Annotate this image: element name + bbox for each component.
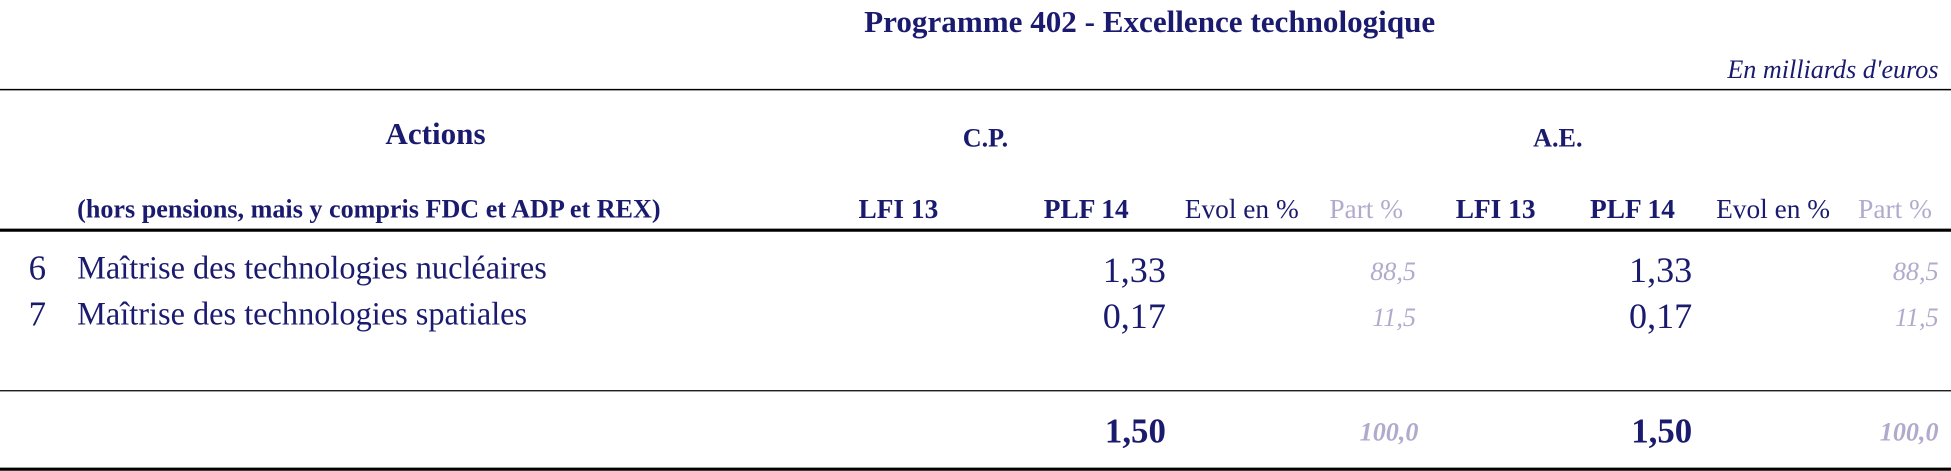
col-header: C.P. <box>963 124 1008 153</box>
cell: 11,5 <box>1895 303 1939 332</box>
sub-header: PLF 14 <box>1044 194 1129 224</box>
row-number: 6 <box>29 248 46 287</box>
col-header: Actions <box>385 116 485 151</box>
col-note: (hors pensions, mais y compris FDC et AD… <box>77 195 660 224</box>
row-label: Maîtrise des technologies nucléaires <box>77 250 547 286</box>
table-body: 6 Maîtrise des technologies nucléaires 1,3… <box>29 248 1939 336</box>
total-cell: 1,50 <box>1105 411 1166 450</box>
sub-header: PLF 14 <box>1590 194 1675 224</box>
row-number: 7 <box>29 294 46 333</box>
cell: 0,17 <box>1103 296 1166 336</box>
sub-header: Evol en % <box>1185 194 1299 224</box>
total-cell: 100,0 <box>1880 417 1939 446</box>
cell: 1,33 <box>1103 250 1166 290</box>
cell: 88,5 <box>1893 257 1939 286</box>
sub-header: LFI 13 <box>858 194 938 224</box>
sub-header: LFI 13 <box>1456 194 1536 224</box>
total-cell: 1,50 <box>1631 411 1692 450</box>
col-header: A.E. <box>1533 124 1582 153</box>
sub-header: Part % <box>1329 194 1403 224</box>
sub-header: Evol en % <box>1716 194 1830 224</box>
unit: En milliards d'euros <box>1726 55 1938 84</box>
cell: 1,33 <box>1629 250 1692 290</box>
cell: 88,5 <box>1370 257 1416 286</box>
row-label: Maîtrise des technologies spatiales <box>77 296 527 332</box>
cell: 11,5 <box>1372 303 1416 332</box>
sub-header: Part % <box>1858 194 1932 224</box>
cell: 0,17 <box>1629 296 1692 336</box>
title: Programme 402 - Excellence technologique <box>864 4 1435 39</box>
total-cell: 100,0 <box>1360 417 1419 446</box>
